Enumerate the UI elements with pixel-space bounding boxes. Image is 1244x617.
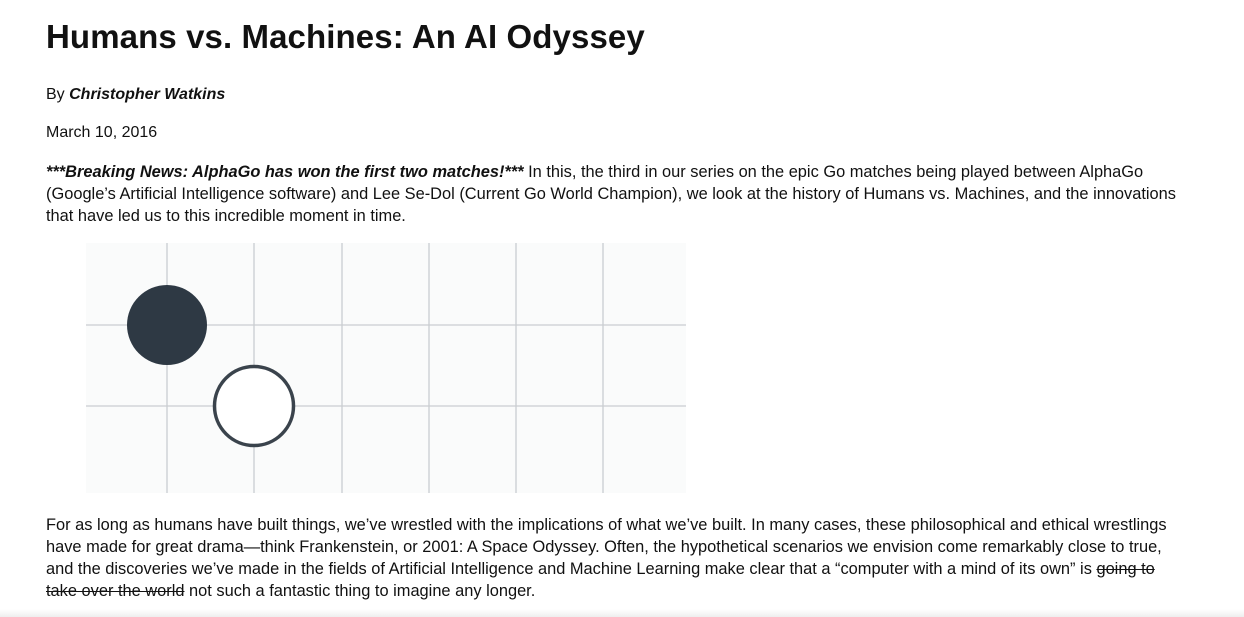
page-bottom-shadow [0, 609, 1244, 617]
publish-date: March 10, 2016 [46, 124, 158, 141]
intro-text: In this, the third in our series on the … [46, 163, 1176, 225]
byline-prefix: By [46, 86, 65, 103]
breaking-news: ***Breaking News: AlphaGo has won the fi… [46, 163, 524, 181]
board-background [86, 243, 686, 493]
byline: By Christopher Watkins [46, 86, 225, 104]
article-title: Humans vs. Machines: An AI Odyssey [46, 18, 645, 55]
intro-paragraph: ***Breaking News: AlphaGo has won the fi… [46, 161, 1176, 227]
author-name: Christopher Watkins [69, 86, 226, 103]
body-text-end: not such a fantastic thing to imagine an… [189, 582, 536, 600]
body-paragraph: For as long as humans have built things,… [46, 514, 1176, 602]
body-text: For as long as humans have built things,… [46, 516, 1167, 578]
go-board-illustration [86, 243, 686, 493]
black-stone [127, 285, 207, 365]
white-stone [212, 364, 296, 448]
struck-text: going to take over the world [46, 560, 1155, 600]
go-board-svg [86, 243, 686, 493]
